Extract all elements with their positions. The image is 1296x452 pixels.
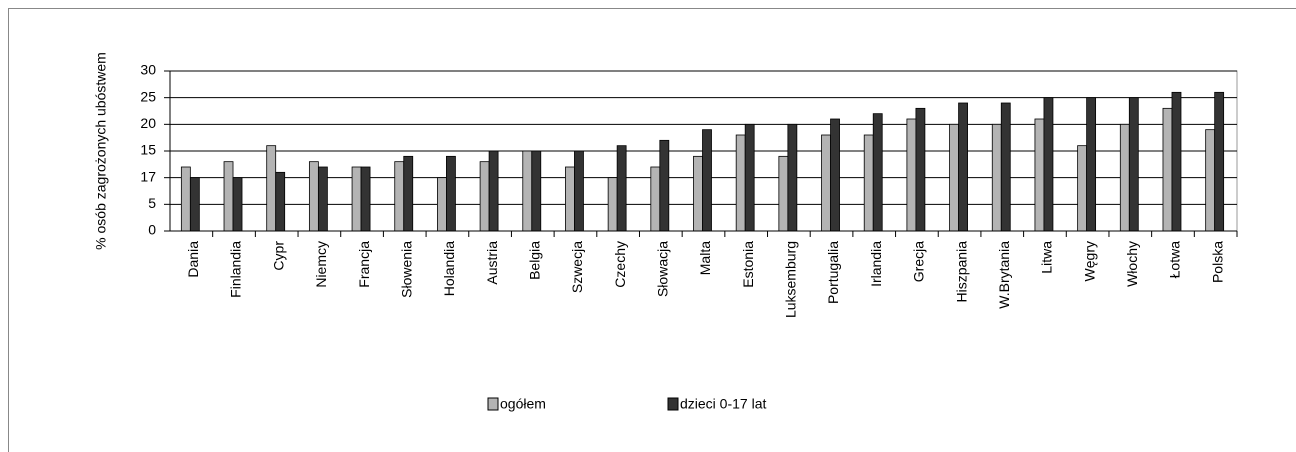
bar [1162, 107, 1173, 232]
bar [991, 123, 1002, 232]
bar [607, 177, 618, 232]
bar [488, 150, 499, 232]
bar [479, 161, 490, 232]
bar [266, 145, 277, 232]
x-tick-label: Słowenia [398, 241, 414, 298]
x-tick-label: Belgia [526, 241, 542, 280]
bar [232, 177, 243, 232]
x-tick-label: Holandia [441, 241, 457, 296]
x-tick-label: Polska [1209, 241, 1225, 283]
bar [821, 134, 831, 232]
bar [1086, 97, 1097, 232]
bar [1034, 118, 1045, 232]
bar [744, 123, 755, 232]
bar [650, 166, 661, 232]
bar [531, 150, 542, 232]
x-tick-label: Austria [484, 241, 500, 285]
bar [616, 145, 627, 232]
x-tick-label: Słowacja [655, 241, 671, 297]
bar [1077, 145, 1088, 232]
y-tick-label: 17 [140, 168, 156, 184]
y-tick-label: 30 [140, 62, 156, 78]
x-tick-label: Malta [697, 241, 713, 275]
x-tick-label: Niemcy [313, 241, 329, 288]
bar [830, 118, 840, 232]
x-tick-label: Luksemburg [783, 241, 799, 318]
bar [180, 166, 191, 232]
frame [8, 8, 1296, 452]
bar [565, 166, 575, 232]
x-tick-label: Irlandia [868, 241, 884, 287]
bar [1043, 97, 1054, 232]
bar [872, 113, 883, 232]
x-tick-label: Węgry [1081, 241, 1097, 281]
x-tick-label: Francja [356, 241, 372, 288]
bar [189, 177, 200, 232]
x-tick-label: Czechy [612, 241, 628, 288]
y-tick-label: 20 [140, 115, 156, 131]
x-tick-label: Finlandia [228, 241, 244, 298]
bar [1000, 102, 1011, 232]
bar [351, 166, 362, 232]
bar [735, 134, 746, 232]
x-tick-label: Hiszpania [953, 241, 969, 303]
bar [958, 102, 968, 232]
bar [915, 107, 926, 232]
bar [403, 155, 414, 232]
x-tick-label: Włochy [1124, 241, 1140, 287]
x-tick-label: W.Brytania [996, 241, 1012, 309]
bar [437, 177, 447, 232]
y-tick-label: 0 [148, 222, 156, 238]
bar [702, 129, 712, 232]
bar [1205, 129, 1216, 232]
x-tick-label: Litwa [1039, 241, 1055, 274]
bar [778, 155, 789, 232]
legend-swatch [667, 397, 679, 411]
bar [693, 155, 703, 232]
bar [1171, 91, 1182, 232]
bar [1128, 97, 1139, 232]
x-tick-label: Cypr [270, 241, 286, 271]
bar [275, 171, 286, 232]
x-tick-label: Estonia [740, 241, 756, 288]
bar [360, 166, 371, 232]
bar [394, 161, 405, 232]
y-tick-label: 25 [140, 88, 156, 104]
bar [863, 134, 874, 232]
x-tick-label: Łotwa [1167, 241, 1183, 279]
bar [1119, 123, 1130, 232]
bar [659, 139, 670, 232]
bar [317, 166, 328, 232]
bar [787, 123, 798, 232]
x-tick-label: Portugalia [825, 241, 841, 304]
bar [574, 150, 584, 232]
bar [308, 161, 319, 232]
bar [522, 150, 533, 232]
x-tick-label: Dania [185, 241, 201, 278]
legend-label: ogółem [500, 396, 546, 412]
x-tick-label: Grecja [911, 241, 927, 282]
bar [223, 161, 234, 232]
y-tick-label: 5 [148, 195, 156, 211]
x-tick-label: Szwecja [569, 241, 585, 293]
bar [1214, 91, 1225, 232]
y-tick-label: 15 [140, 142, 156, 158]
y-axis-label: % osób zagrożonych ubóstwem [93, 52, 109, 250]
legend-swatch [487, 397, 499, 411]
bar [446, 155, 456, 232]
legend-label: dzieci 0-17 lat [680, 396, 766, 412]
bar [906, 118, 917, 232]
bar [949, 123, 959, 232]
